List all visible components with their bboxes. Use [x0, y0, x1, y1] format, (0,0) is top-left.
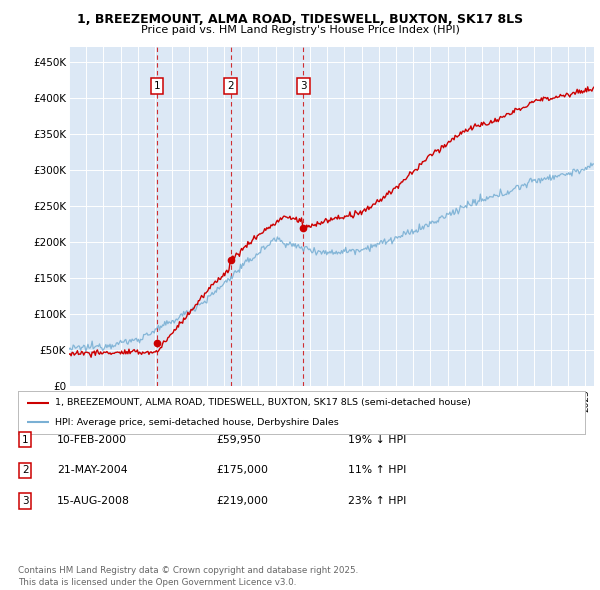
Text: 15-AUG-2008: 15-AUG-2008	[57, 496, 130, 506]
Text: 3: 3	[300, 81, 307, 91]
Text: £59,950: £59,950	[216, 435, 261, 444]
Text: Contains HM Land Registry data © Crown copyright and database right 2025.
This d: Contains HM Land Registry data © Crown c…	[18, 566, 358, 587]
Text: 19% ↓ HPI: 19% ↓ HPI	[348, 435, 406, 444]
Text: £219,000: £219,000	[216, 496, 268, 506]
Text: HPI: Average price, semi-detached house, Derbyshire Dales: HPI: Average price, semi-detached house,…	[55, 418, 338, 427]
Text: 2: 2	[22, 466, 29, 475]
Text: 23% ↑ HPI: 23% ↑ HPI	[348, 496, 406, 506]
Text: 1: 1	[154, 81, 160, 91]
Text: Price paid vs. HM Land Registry's House Price Index (HPI): Price paid vs. HM Land Registry's House …	[140, 25, 460, 35]
Text: 11% ↑ HPI: 11% ↑ HPI	[348, 466, 406, 475]
Text: 10-FEB-2000: 10-FEB-2000	[57, 435, 127, 444]
Text: 1: 1	[22, 435, 29, 444]
Text: 1, BREEZEMOUNT, ALMA ROAD, TIDESWELL, BUXTON, SK17 8LS: 1, BREEZEMOUNT, ALMA ROAD, TIDESWELL, BU…	[77, 13, 523, 26]
Text: 21-MAY-2004: 21-MAY-2004	[57, 466, 128, 475]
Text: 3: 3	[22, 496, 29, 506]
Text: 1, BREEZEMOUNT, ALMA ROAD, TIDESWELL, BUXTON, SK17 8LS (semi-detached house): 1, BREEZEMOUNT, ALMA ROAD, TIDESWELL, BU…	[55, 398, 471, 407]
Text: £175,000: £175,000	[216, 466, 268, 475]
Text: 2: 2	[227, 81, 234, 91]
